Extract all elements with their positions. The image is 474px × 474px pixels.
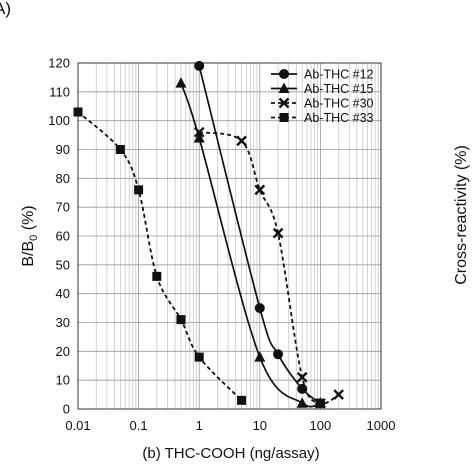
marker-stroke: [278, 97, 290, 109]
y-tick-label: 80: [56, 171, 70, 186]
y-tick-label: 120: [48, 56, 70, 71]
data-point: [152, 271, 162, 281]
y-tick-label: 90: [56, 142, 70, 157]
x-tick-label: 0.01: [65, 418, 90, 433]
marker-stroke: [236, 135, 247, 147]
data-point: [296, 371, 308, 383]
y-axis-label-sub: 0: [28, 235, 40, 241]
legend-marker: [278, 97, 290, 109]
y-tick-label: 20: [56, 344, 70, 359]
marker-stroke: [315, 397, 326, 409]
data-point: [272, 227, 284, 239]
data-point: [176, 315, 186, 325]
plot-frame: [77, 62, 382, 410]
x-axis-label: (b) THC-COOH (ng/assay): [142, 445, 319, 462]
data-point: [315, 397, 326, 409]
legend-label: Ab-THC #30: [304, 97, 374, 111]
series-4: [73, 107, 247, 405]
data-point: [134, 185, 144, 195]
y-tick-label: 10: [56, 373, 70, 388]
data-point: [296, 397, 308, 408]
legend-marker: [279, 69, 289, 79]
y-axis-label-main: B/B: [20, 241, 37, 267]
y-tick-label: 50: [56, 257, 70, 272]
x-tick-label: 10: [253, 418, 267, 433]
y-tick-label: 60: [56, 229, 70, 244]
data-point: [193, 126, 205, 138]
data-point: [273, 349, 284, 360]
marker-stroke: [333, 389, 344, 400]
y-tick-label: 30: [56, 315, 70, 330]
data-point: [254, 351, 266, 362]
grid: [78, 63, 381, 409]
y-tick-label: 70: [56, 200, 70, 215]
x-tick-label: 0.1: [130, 418, 148, 433]
marker-stroke: [193, 126, 205, 138]
legend-label: Ab-THC #12: [304, 68, 374, 82]
legend-item: Ab-THC #33: [271, 111, 374, 125]
data-point: [193, 131, 205, 143]
x-tick-label: 100: [310, 418, 332, 433]
marker-stroke: [254, 184, 266, 196]
y-tick-label: 100: [48, 113, 70, 128]
legend-label: Ab-THC #33: [304, 111, 374, 125]
marker-stroke: [296, 371, 308, 383]
legend-label: Ab-THC #15: [304, 82, 374, 96]
series-layer: [73, 60, 344, 409]
y-tick-label: 40: [56, 286, 70, 301]
x-tick-label: 1000: [367, 418, 396, 433]
data-point: [254, 303, 265, 314]
legend-item: Ab-THC #12: [271, 68, 374, 82]
data-point: [236, 135, 247, 147]
data-point: [297, 383, 308, 394]
y-axis-label-tail: (%): [20, 205, 37, 234]
legend-item: Ab-THC #15: [271, 82, 374, 96]
legend-marker: [278, 82, 290, 93]
panel-label: A): [0, 0, 11, 18]
y-tick-label: 0: [63, 402, 70, 417]
right-axis-label: Cross-reactivity (%): [453, 145, 470, 285]
data-point: [73, 107, 83, 117]
y-tick-label: 110: [49, 84, 70, 99]
data-point: [254, 184, 266, 196]
data-point: [175, 77, 187, 88]
x-tick-label: 1: [196, 418, 203, 433]
data-point: [194, 352, 204, 362]
data-point: [194, 60, 205, 71]
data-point: [333, 389, 344, 400]
data-point: [115, 145, 125, 154]
legend-item: Ab-THC #30: [271, 97, 374, 111]
data-point: [237, 395, 247, 405]
marker-stroke: [272, 227, 284, 239]
series-3: [193, 126, 344, 409]
legend-marker: [279, 113, 289, 122]
y-axis-label: B/B0 (%): [20, 205, 40, 266]
